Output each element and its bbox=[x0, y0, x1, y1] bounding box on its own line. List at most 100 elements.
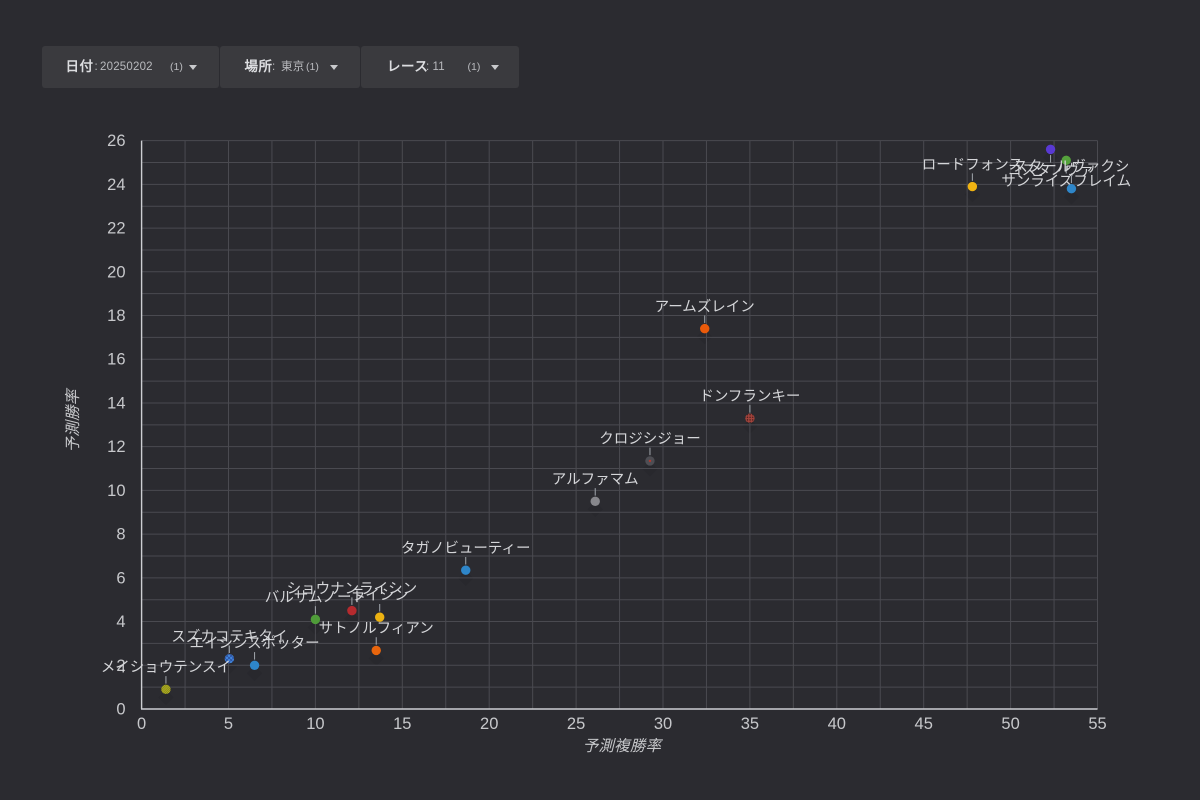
data-point[interactable]: サトノルフィアン bbox=[319, 621, 434, 656]
marker bbox=[1045, 144, 1056, 155]
chevron-down-icon bbox=[330, 65, 338, 112]
data-point[interactable]: ロードフォンス bbox=[922, 157, 1023, 192]
marker bbox=[745, 413, 755, 423]
data-point[interactable]: ライシン bbox=[351, 588, 409, 622]
point-label: サトノルフィアン bbox=[319, 621, 434, 637]
chevron-down-icon bbox=[490, 65, 499, 112]
y-tick-label: 22 bbox=[107, 220, 125, 238]
data-point[interactable]: ドンフランキー bbox=[699, 389, 800, 423]
marker bbox=[1066, 184, 1077, 194]
x-tick-label: 0 bbox=[137, 715, 146, 733]
data-point[interactable]: バルサムノート bbox=[265, 590, 366, 625]
marker bbox=[967, 181, 978, 192]
data-point[interactable]: スズカコテキタイ bbox=[171, 629, 287, 664]
x-tick-label: 40 bbox=[828, 715, 846, 733]
marker bbox=[249, 660, 260, 670]
marker bbox=[224, 654, 235, 664]
point-label: アームズレイン bbox=[655, 298, 755, 315]
y-tick-label: 26 bbox=[107, 132, 125, 150]
x-axis-title: 予測複勝率 bbox=[583, 737, 664, 755]
filter-dropdown-place[interactable]: 場所: 東京 (1) bbox=[219, 46, 360, 88]
data-point[interactable]: メイショウテンスイ bbox=[101, 659, 231, 695]
axes bbox=[140, 140, 1098, 710]
y-tick-label: 6 bbox=[116, 569, 125, 587]
y-tick-label: 14 bbox=[107, 394, 125, 412]
data-point[interactable]: タガノビューティー bbox=[401, 540, 531, 575]
point-label: メイショウテンスイ bbox=[101, 659, 231, 676]
marker-shadows bbox=[158, 149, 1080, 705]
point-label: ドンフランキー bbox=[699, 389, 800, 405]
x-tick-label: 10 bbox=[306, 715, 324, 733]
x-tick-label: 30 bbox=[654, 715, 672, 733]
filter-label: 日付 bbox=[65, 59, 94, 74]
marker-center-dot bbox=[648, 459, 652, 463]
data-point[interactable]: アルファマム bbox=[552, 472, 639, 507]
point-label: スズカコテキタイ bbox=[171, 629, 287, 646]
y-tick-label: 4 bbox=[116, 613, 125, 631]
x-tick-label: 35 bbox=[741, 715, 759, 733]
filter-colon: : bbox=[94, 61, 98, 73]
points-layer: コスタノヴァサンライズフレイムスタールヴァクシロードフォンスアームズレインドンフ… bbox=[101, 144, 1131, 695]
x-tick-label: 55 bbox=[1088, 715, 1106, 733]
y-tick-label: 2 bbox=[116, 657, 125, 675]
x-tick-label: 25 bbox=[567, 715, 585, 733]
marker bbox=[375, 612, 385, 622]
point-label: スタールヴァクシ bbox=[1013, 159, 1129, 176]
filter-dropdown-race[interactable]: レース:11 (1) bbox=[361, 46, 519, 88]
point-label: バルサムノート bbox=[265, 590, 366, 606]
marker bbox=[461, 565, 471, 575]
marker bbox=[700, 323, 710, 334]
point-label: ショウナンライシン bbox=[287, 580, 418, 597]
y-tick-label: 0 bbox=[116, 701, 125, 719]
point-label: サンライズフレイム bbox=[1001, 173, 1131, 190]
y-axis-title: 予測勝率 bbox=[64, 387, 82, 452]
x-tick-label: 50 bbox=[1001, 715, 1019, 733]
marker bbox=[347, 605, 357, 616]
y-tick-label: 24 bbox=[107, 176, 125, 194]
y-tick-label: 8 bbox=[116, 526, 125, 544]
point-label: アルファマム bbox=[552, 472, 639, 488]
marker bbox=[161, 684, 171, 695]
filter-count-badge: (1) bbox=[467, 61, 481, 73]
marker bbox=[310, 614, 321, 625]
filter-label: レース bbox=[387, 59, 429, 74]
y-tick-label: 18 bbox=[107, 307, 125, 325]
filter-value: 東京 bbox=[281, 61, 305, 73]
data-point[interactable]: クロジシジョー bbox=[599, 431, 701, 466]
point-label: コスタノヴァ bbox=[1007, 162, 1094, 179]
filter-dropdown-date[interactable]: 日付:20250202 (1) bbox=[42, 46, 219, 88]
x-tick-label: 20 bbox=[480, 715, 498, 733]
filter-label: 場所 bbox=[244, 59, 273, 74]
data-point[interactable]: コスタノヴァ bbox=[1007, 144, 1094, 179]
chevron-down-icon bbox=[188, 65, 197, 112]
marker bbox=[590, 496, 600, 507]
data-point[interactable]: サンライズフレイム bbox=[1001, 155, 1131, 190]
x-tick-label: 15 bbox=[393, 715, 411, 733]
y-tick-label: 12 bbox=[107, 438, 125, 456]
filter-colon: : bbox=[426, 61, 430, 73]
x-tick-labels: 0 5 10 15 20 25 30 35 40 45 50 55 bbox=[137, 715, 1107, 733]
y-tick-label: 10 bbox=[107, 482, 125, 500]
data-point[interactable]: スタールヴァクシ bbox=[1013, 159, 1129, 194]
filter-value: 11 bbox=[432, 61, 445, 73]
filter-colon: : bbox=[272, 61, 276, 73]
filter-bar: 日付:20250202 (1) 場所: 東京 (1) レース:11 (1) bbox=[0, 0, 1200, 100]
data-point[interactable]: ショウナンライシン bbox=[287, 580, 418, 616]
data-point[interactable]: アームズレイン bbox=[655, 298, 755, 334]
y-tick-label: 16 bbox=[107, 351, 125, 369]
marker bbox=[371, 645, 381, 656]
filter-count-badge: (1) bbox=[306, 61, 319, 73]
filter-value: 20250202 bbox=[100, 61, 153, 73]
point-label: ロードフォンス bbox=[922, 157, 1023, 173]
point-label: エイシンスポッター bbox=[189, 635, 319, 652]
point-label: クロジシジョー bbox=[599, 431, 701, 448]
grid bbox=[141, 140, 1098, 709]
y-tick-label: 20 bbox=[107, 263, 125, 281]
x-tick-label: 5 bbox=[224, 715, 233, 733]
data-point[interactable]: エイシンスポッター bbox=[189, 635, 320, 670]
x-tick-label: 45 bbox=[915, 715, 933, 733]
point-label: ライシン bbox=[351, 588, 409, 604]
